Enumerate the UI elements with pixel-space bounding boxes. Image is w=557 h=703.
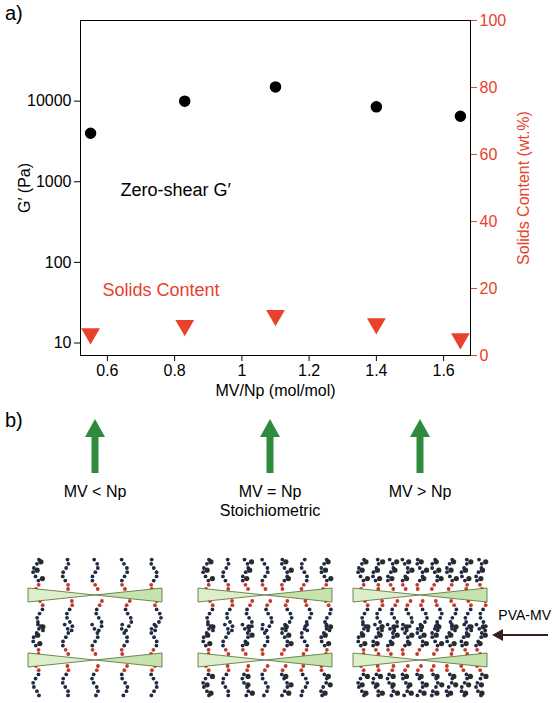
svg-text:80: 80 xyxy=(480,79,498,96)
svg-text:MV < Np: MV < Np xyxy=(64,483,127,500)
svg-text:10: 10 xyxy=(54,334,72,351)
svg-text:G′ (Pa): G′ (Pa) xyxy=(16,163,33,213)
svg-text:20: 20 xyxy=(480,280,498,297)
svg-text:1000: 1000 xyxy=(36,173,72,190)
svg-text:60: 60 xyxy=(480,146,498,163)
svg-text:0: 0 xyxy=(480,347,489,364)
svg-text:100: 100 xyxy=(480,12,507,29)
svg-text:Solids Content (wt.%): Solids Content (wt.%) xyxy=(515,111,532,265)
svg-text:MV = Np: MV = Np xyxy=(239,483,302,500)
html-text:a): a) xyxy=(5,2,23,24)
svg-text:10000: 10000 xyxy=(27,92,72,109)
svg-text:MV > Np: MV > Np xyxy=(389,483,452,500)
svg-text:Solids Content: Solids Content xyxy=(103,280,220,300)
svg-text:1: 1 xyxy=(237,362,246,379)
svg-text:1.4: 1.4 xyxy=(365,362,387,379)
svg-text:Stoichiometric: Stoichiometric xyxy=(220,502,320,519)
svg-text:100: 100 xyxy=(45,254,72,271)
svg-text:PVA-MV: PVA-MV xyxy=(498,607,551,623)
svg-text:MV/Np (mol/mol): MV/Np (mol/mol) xyxy=(215,382,335,399)
svg-text:0.6: 0.6 xyxy=(96,362,118,379)
svg-text:40: 40 xyxy=(480,213,498,230)
svg-text:Zero-shear G′: Zero-shear G′ xyxy=(121,180,232,200)
svg-text:0.8: 0.8 xyxy=(164,362,186,379)
svg-text:1.6: 1.6 xyxy=(432,362,454,379)
svg-text:1.2: 1.2 xyxy=(298,362,320,379)
svg-text:b): b) xyxy=(5,409,23,431)
